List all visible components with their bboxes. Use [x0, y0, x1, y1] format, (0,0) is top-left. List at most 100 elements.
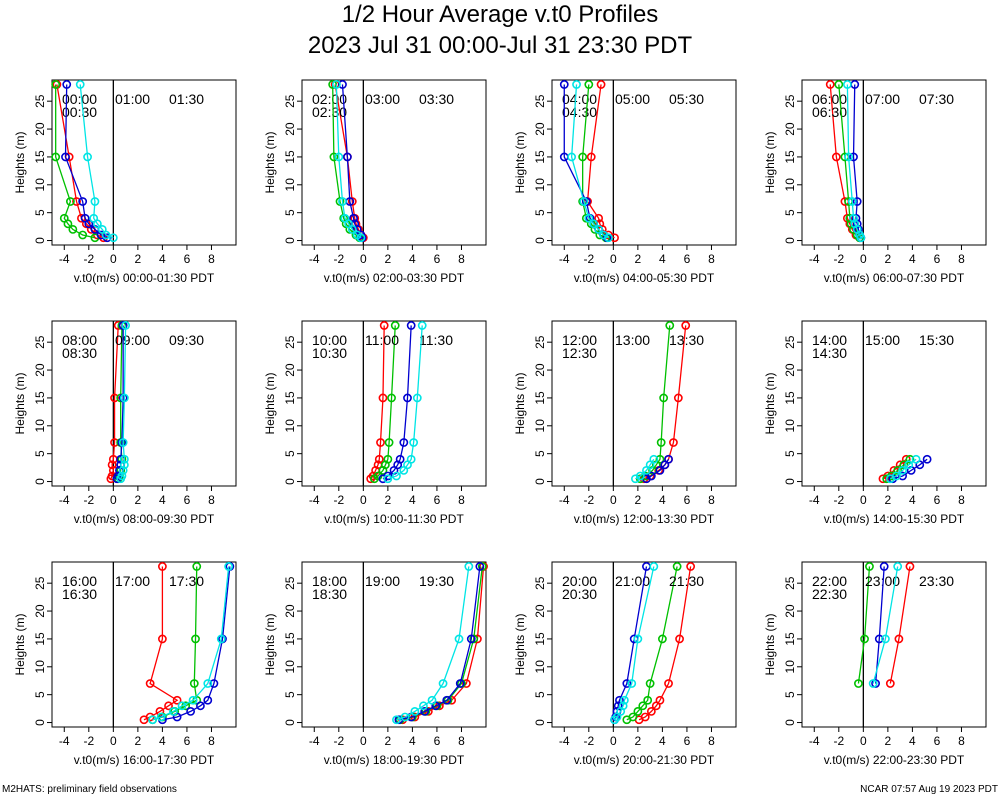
y-tick-label: 10	[783, 178, 797, 192]
profile-marker	[427, 695, 437, 705]
plot-frame	[551, 79, 737, 246]
profile-marker	[145, 679, 155, 688]
profile-marker	[686, 562, 696, 571]
x-tick-label: 2	[385, 252, 392, 266]
x-tick-label: 8	[208, 734, 215, 748]
x-tick-label: 4	[659, 493, 666, 507]
profile-marker	[673, 393, 683, 403]
x-tick-label: 2	[885, 493, 892, 507]
legend-label: 12:00	[562, 332, 597, 348]
profile-marker	[349, 213, 358, 223]
y-axis-label: Heights (m)	[13, 613, 27, 675]
legend-label: 19:30	[419, 573, 454, 589]
profile-marker	[586, 152, 596, 162]
legend-label: 01:00	[115, 91, 150, 107]
profile-marker	[66, 197, 75, 206]
profile-marker	[885, 679, 895, 688]
x-tick-label: 8	[958, 734, 965, 748]
x-tick-label: 0	[610, 493, 617, 507]
profile-marker	[392, 715, 401, 725]
profile-marker	[438, 679, 448, 688]
profile-line	[857, 566, 871, 684]
x-tick-label: -4	[59, 734, 70, 748]
profile-marker	[156, 712, 166, 722]
y-tick-label: 20	[33, 363, 47, 377]
y-tick-label: 10	[533, 178, 547, 192]
profile-marker	[594, 224, 604, 234]
profile-marker	[461, 679, 471, 688]
y-tick-label: 0	[783, 719, 797, 726]
y-tick-label: 20	[283, 122, 297, 136]
x-tick-label: 6	[434, 493, 441, 507]
x-tick-label: -4	[559, 734, 570, 748]
legend-label: 17:00	[115, 573, 150, 589]
x-tick-label: -2	[333, 252, 344, 266]
profile-marker	[879, 562, 889, 571]
profile-marker	[196, 701, 205, 711]
profile-marker	[383, 474, 393, 484]
profile-marker	[898, 465, 907, 475]
x-tick-label: -2	[833, 252, 844, 266]
profile-marker	[399, 438, 409, 447]
x-tick-label: 2	[385, 734, 392, 748]
profile-marker	[898, 471, 907, 481]
profile-marker	[893, 562, 903, 571]
legend-label: 19:00	[365, 573, 400, 589]
y-tick-label: 15	[283, 632, 297, 646]
y-tick-label: 0	[533, 478, 547, 485]
y-tick-label: 0	[283, 719, 297, 726]
profile-marker	[860, 634, 869, 644]
x-tick-label: -2	[83, 252, 94, 266]
profile-marker	[642, 465, 651, 475]
legend-label: 17:30	[169, 573, 204, 589]
y-tick-label: 10	[533, 419, 547, 433]
x-tick-label: 2	[885, 734, 892, 748]
legend-label: 11:00	[365, 332, 399, 348]
profile-line	[398, 566, 481, 721]
profile-marker	[627, 679, 637, 688]
legend-label: 09:30	[169, 332, 204, 348]
y-tick-label: 25	[33, 94, 47, 108]
profile-marker	[675, 634, 684, 644]
profile-marker	[854, 679, 863, 688]
profile-marker	[72, 197, 81, 206]
profile-marker	[378, 465, 388, 475]
profile-marker	[118, 465, 128, 475]
profile-marker	[633, 706, 643, 716]
profile-marker	[374, 454, 384, 464]
plot-frame	[301, 320, 487, 487]
profile-marker	[865, 562, 874, 571]
profile-marker	[378, 393, 388, 403]
plot-frame	[301, 561, 487, 728]
footer-left: M2HATS: preliminary field observations	[2, 784, 177, 795]
profile-marker	[148, 715, 157, 725]
y-tick-label: 20	[533, 122, 547, 136]
x-tick-label: 8	[208, 493, 215, 507]
profile-marker	[379, 321, 389, 330]
profile-marker	[874, 634, 884, 644]
x-tick-label: -2	[83, 734, 94, 748]
y-tick-label: 25	[283, 335, 297, 349]
x-tick-label: 8	[708, 252, 715, 266]
y-axis-label: Heights (m)	[13, 131, 27, 193]
profile-marker	[356, 233, 366, 243]
x-tick-label: -4	[559, 252, 570, 266]
x-tick-label: 6	[184, 734, 191, 748]
x-tick-label: -2	[333, 493, 344, 507]
profile-marker	[107, 460, 117, 470]
y-tick-label: 20	[283, 604, 297, 618]
profile-marker	[119, 454, 129, 464]
profile-marker	[328, 80, 338, 89]
x-tick-label: -2	[583, 734, 594, 748]
profile-marker	[75, 80, 85, 89]
y-tick-label: 15	[783, 391, 797, 405]
legend-label: 09:00	[115, 332, 150, 348]
profile-marker	[911, 454, 921, 464]
profile-marker	[224, 562, 234, 571]
profile-marker	[842, 80, 852, 89]
legend-label: 23:30	[919, 573, 954, 589]
profile-marker	[572, 80, 581, 89]
legend-label: 20:00	[562, 573, 597, 589]
profile-marker	[894, 634, 904, 644]
